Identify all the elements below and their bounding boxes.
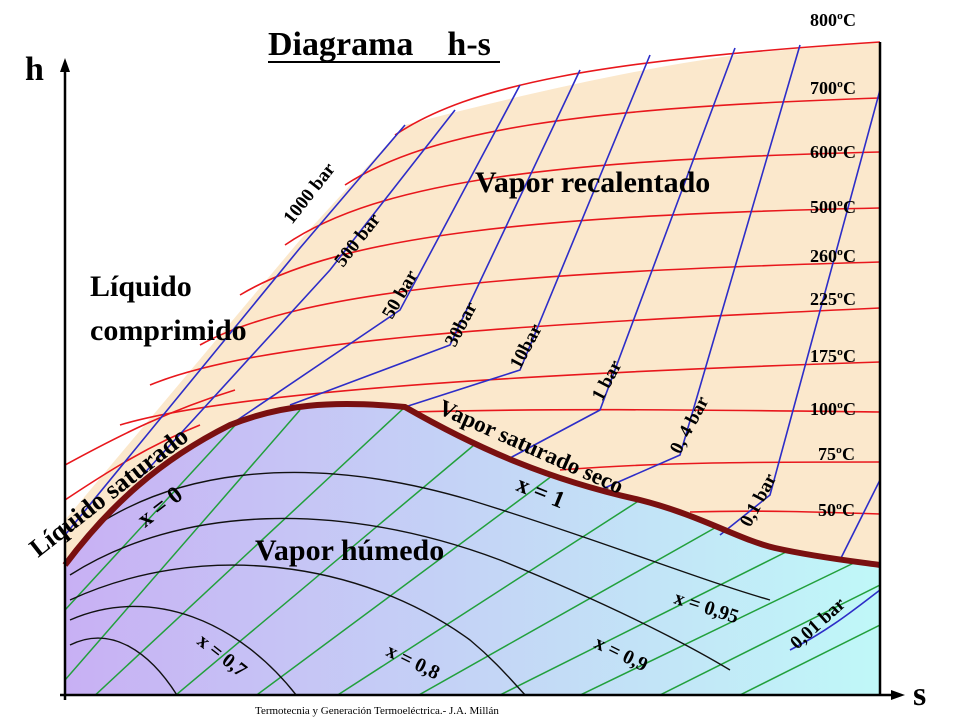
diagram-title: Diagrama h-s [268,26,491,63]
h-axis-label: h [25,51,44,88]
isotherm-label: 225ºC [810,289,856,309]
wet-isobar-lines [65,406,880,695]
isotherm-lines [65,41,880,515]
isotherm-700 [344,97,880,186]
isotherm-label: 500ºC [810,197,856,217]
isobar-04 [599,44,801,491]
h-axis-arrow [60,58,70,72]
quality-line-09 [69,517,731,671]
isotherm-100 [409,408,880,413]
isobar-01 [719,89,880,536]
wet-region-grid [65,406,880,695]
isobar-lines [65,44,880,561]
saturation-dome [62,401,881,568]
isotherm-500 [239,207,880,296]
isobar-50 [229,84,521,426]
isotherm-liq-2 [65,424,201,501]
isobar-1 [509,47,736,459]
isobar-001 [789,589,880,651]
isotherm-label: 175ºC [810,346,856,366]
quality-line-06 [69,637,181,695]
wet-region [65,404,880,695]
region-label-compressed-2: comprimido [90,314,247,347]
quality-line-095 [69,471,771,601]
isotherm-label: 700ºC [810,78,856,98]
quality-line-07 [69,605,301,695]
isotherm-label: 50ºC [818,500,855,520]
isobar-10 [404,54,651,408]
isotherm-labels: 800ºC 700ºC 600ºC 500ºC 260ºC 225ºC 175º… [810,10,856,520]
isotherm-800 [394,41,880,136]
isotherm-label: 100ºC [810,399,856,419]
s-axis-arrow [891,690,905,700]
isotherm-50 [689,510,880,515]
isobar-30 [289,69,581,406]
superheated-region [65,42,880,565]
isotherm-label: 600ºC [810,142,856,162]
isobar-x1 [839,479,880,561]
quality-line-08 [69,564,531,695]
region-label-wet: Vapor húmedo [255,534,444,567]
quality-lines [69,471,771,695]
isotherm-75 [559,461,880,471]
s-axis-label: s [913,676,926,713]
axes [60,42,895,700]
footer-credit: Termotecnia y Generación Termoeléctrica.… [255,705,499,717]
isotherm-600 [284,151,880,246]
isotherm-liq-1 [65,389,236,466]
isobar-1000 [65,124,406,536]
isotherm-label: 260ºC [810,246,856,266]
isotherm-225 [149,307,880,386]
region-label-compressed-1: Líquido [90,270,192,303]
isobar-500 [139,109,456,479]
region-label-superheated: Vapor recalentado [475,166,710,199]
isotherm-label: 800ºC [810,10,856,30]
isotherm-label: 75ºC [818,444,855,464]
